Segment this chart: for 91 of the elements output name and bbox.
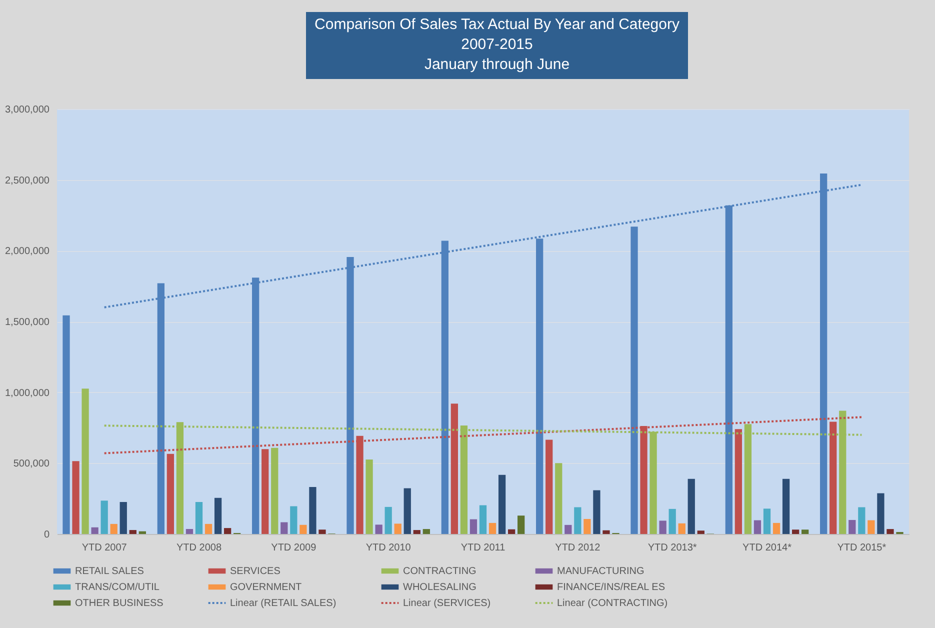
bar bbox=[290, 506, 298, 534]
bar bbox=[479, 505, 487, 534]
legend-label: Linear (CONTRACTING) bbox=[557, 598, 668, 609]
bar bbox=[384, 506, 392, 534]
x-tick-label: YTD 2013* bbox=[648, 542, 697, 554]
legend-label: GOVERNMENT bbox=[230, 582, 302, 593]
bar bbox=[470, 519, 478, 534]
bar bbox=[72, 461, 80, 534]
bar bbox=[166, 454, 174, 534]
y-tick-label: 0 bbox=[44, 530, 50, 540]
bar bbox=[763, 508, 771, 534]
bar bbox=[868, 520, 875, 534]
bar bbox=[488, 522, 496, 534]
bar bbox=[271, 448, 278, 534]
x-tick-label: YTD 2011 bbox=[460, 542, 506, 554]
legend-label: WHOLESALING bbox=[403, 582, 477, 593]
bar bbox=[195, 502, 203, 534]
bar bbox=[214, 498, 222, 534]
legend-label: TRANS/COM/UTIL bbox=[75, 582, 160, 593]
bar bbox=[110, 524, 118, 534]
x-tick-label: YTD 2009 bbox=[271, 542, 317, 554]
bar bbox=[697, 530, 704, 534]
bar bbox=[394, 524, 402, 534]
bar bbox=[772, 522, 780, 534]
x-tick-label: YTD 2015* bbox=[837, 542, 886, 554]
bar bbox=[508, 529, 516, 534]
bar bbox=[848, 520, 856, 534]
chart-title: Comparison Of Sales Tax Actual By Year and Category bbox=[314, 15, 680, 35]
legend-label: OTHER BUSINESS bbox=[75, 598, 164, 609]
bar bbox=[280, 522, 288, 534]
bar bbox=[262, 449, 269, 534]
bar bbox=[734, 429, 742, 534]
x-tick-label: YTD 2008 bbox=[176, 542, 222, 554]
bar bbox=[802, 530, 809, 534]
bar bbox=[413, 530, 420, 534]
bar bbox=[668, 508, 676, 534]
x-tick-label: YTD 2007 bbox=[82, 542, 128, 554]
bar bbox=[858, 507, 866, 534]
bar bbox=[375, 524, 382, 534]
y-tick-label: 3,000,000 bbox=[5, 104, 50, 116]
legend-label: CONTRACTING bbox=[403, 566, 477, 577]
bar bbox=[186, 529, 194, 534]
bar bbox=[688, 478, 695, 534]
bar bbox=[555, 463, 562, 534]
bar bbox=[366, 459, 373, 534]
bar bbox=[318, 530, 326, 534]
y-tick-label: 2,500,000 bbox=[5, 175, 50, 186]
legend-label: Linear (SERVICES) bbox=[403, 598, 491, 609]
bar bbox=[129, 530, 136, 534]
x-tick-label: YTD 2012 bbox=[555, 542, 601, 554]
bar bbox=[659, 520, 666, 534]
bar bbox=[584, 518, 591, 534]
bar bbox=[546, 440, 553, 534]
bar bbox=[300, 524, 307, 534]
bar bbox=[792, 530, 800, 534]
legend-label: SERVICES bbox=[230, 566, 281, 577]
chart-subtitle: 2007-2015 January through June bbox=[423, 35, 571, 75]
bar bbox=[518, 516, 525, 534]
x-tick-label: YTD 2010 bbox=[366, 542, 412, 554]
bar bbox=[886, 529, 894, 534]
x-tick-label: YTD 2014* bbox=[742, 542, 792, 554]
legend-label: RETAIL SALES bbox=[75, 566, 144, 577]
y-tick-label: 2,000,000 bbox=[5, 246, 50, 258]
bar bbox=[877, 493, 884, 534]
bar bbox=[498, 474, 506, 534]
y-tick-label: 500,000 bbox=[13, 458, 50, 470]
bar bbox=[602, 530, 610, 534]
bar bbox=[224, 528, 232, 534]
bar bbox=[630, 226, 638, 534]
legend-label: FINANCE/INS/REAL ES bbox=[557, 582, 666, 593]
bar bbox=[830, 422, 837, 534]
bar bbox=[564, 524, 572, 534]
bar bbox=[120, 502, 127, 534]
bar bbox=[593, 490, 600, 534]
bar bbox=[91, 527, 98, 534]
y-tick-label: 1,000,000 bbox=[5, 388, 50, 399]
bar bbox=[62, 315, 70, 534]
bar bbox=[782, 478, 790, 534]
legend-label: Linear (RETAIL SALES) bbox=[230, 598, 336, 609]
bar bbox=[404, 488, 411, 534]
legend-label: MANUFACTURING bbox=[557, 566, 644, 577]
bar bbox=[678, 523, 686, 534]
y-tick-label: 1,500,000 bbox=[5, 317, 50, 328]
bar bbox=[204, 524, 212, 534]
bar bbox=[82, 388, 89, 534]
bar bbox=[309, 486, 316, 534]
bar bbox=[100, 500, 108, 534]
bar bbox=[754, 520, 762, 534]
bar bbox=[138, 531, 146, 534]
bar bbox=[574, 507, 582, 534]
bar bbox=[422, 529, 430, 534]
